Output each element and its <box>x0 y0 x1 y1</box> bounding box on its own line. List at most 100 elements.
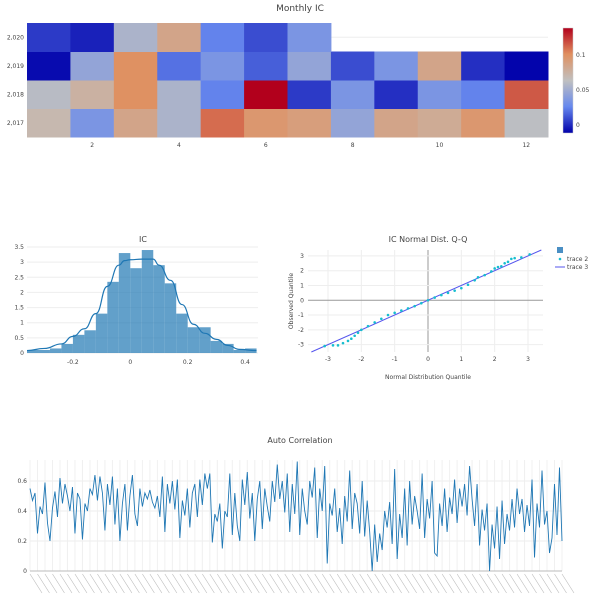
heatmap-cell <box>157 23 202 52</box>
histogram-title: IC <box>139 235 147 244</box>
ac-xtick-label <box>344 573 357 594</box>
heatmap-cell <box>157 108 202 138</box>
hist-ytick: 2 <box>20 289 24 296</box>
histogram-ic: 0 0.5 1 1.5 2 2.5 3 3.5 -0.2 0 0.2 0.4 <box>14 244 258 366</box>
ac-xtick-label <box>149 573 163 594</box>
heatmap-cell <box>200 108 245 138</box>
heatmap-cell <box>244 80 288 109</box>
heatmap-xtick: 2 <box>90 142 94 149</box>
ac-xtick-label <box>179 573 193 594</box>
qq-xtick: 0 <box>426 356 430 363</box>
legend-marker-trace-1[interactable] <box>557 247 563 253</box>
ac-xtick-label <box>112 573 125 594</box>
ac-ytick: 0.4 <box>17 508 27 515</box>
qq-point <box>446 291 450 295</box>
heatmap-cell <box>27 108 71 138</box>
hist-bar <box>199 327 211 353</box>
qq-point <box>341 341 345 345</box>
ac-xtick-label <box>97 573 110 594</box>
heatmap-cell <box>461 80 506 109</box>
legend-label-trace-3[interactable]: trace 3 <box>567 264 588 271</box>
qq-reference-line <box>311 249 542 353</box>
qq-ytick: -3 <box>298 342 304 349</box>
qq-point <box>406 307 410 310</box>
heatmap-cell <box>374 108 419 138</box>
ac-xtick-label <box>82 573 95 594</box>
qq-point <box>483 273 486 277</box>
ac-xtick-label <box>59 573 73 594</box>
qq-legend[interactable]: trace 2 trace 3 <box>555 247 588 271</box>
qq-ytick: 3 <box>300 253 304 260</box>
qq-point <box>360 328 363 332</box>
ac-xtick-label <box>441 573 455 594</box>
heatmap-cell <box>504 80 549 109</box>
qq-point <box>393 311 396 315</box>
heatmap-cell <box>70 108 115 138</box>
qq-xtick: 2 <box>493 356 497 363</box>
qq-ytick: 0 <box>300 297 304 304</box>
qq-point <box>506 260 510 264</box>
heatmap-cell <box>157 80 202 109</box>
ac-xtick-label <box>157 573 170 594</box>
hist-bar <box>130 268 142 353</box>
ac-xtick-label <box>449 573 462 594</box>
ac-xtick-label <box>291 573 305 594</box>
hist-bar <box>49 348 62 353</box>
ac-xtick-label <box>202 573 215 594</box>
ac-xtick-label <box>29 573 43 594</box>
hist-bar <box>27 349 39 353</box>
heatmap-cell <box>287 51 332 81</box>
ac-xtick-label <box>456 573 470 594</box>
ac-xtick-label <box>381 573 395 594</box>
ac-xtick-label <box>269 573 283 594</box>
heatmap-ytick: 2,020 <box>7 34 24 41</box>
heatmap-cell <box>200 80 245 109</box>
ac-xtick-label <box>119 573 133 594</box>
qq-point <box>433 296 436 299</box>
hist-xtick: 0.4 <box>240 359 250 366</box>
ac-xtick-label <box>134 573 148 594</box>
heatmap-xtick: 10 <box>436 142 444 149</box>
ac-xtick-label <box>67 573 80 594</box>
heatmap-cell <box>113 51 158 81</box>
ac-xtick-label <box>464 573 477 594</box>
ac-xtick-label <box>254 573 268 594</box>
heatmap-cell <box>330 80 375 109</box>
ac-xtick-label <box>516 573 530 594</box>
qq-point <box>476 276 480 279</box>
ac-xtick-label <box>554 573 567 594</box>
hist-bar <box>38 349 50 353</box>
ac-xtick-label <box>359 573 372 594</box>
heatmap-cell <box>417 51 462 81</box>
ac-xtick-label <box>336 573 350 594</box>
hist-bar <box>176 313 188 353</box>
ac-xtick-label <box>321 573 335 594</box>
qq-ytick: 2 <box>300 268 304 275</box>
hist-bar <box>222 343 234 353</box>
heatmap-title: Monthly IC <box>276 4 324 14</box>
qq-xtick: -2 <box>358 356 364 363</box>
ac-xtick-label <box>74 573 88 594</box>
hist-bar <box>187 327 200 353</box>
ac-xtick-label <box>306 573 320 594</box>
ac-xtick-label <box>486 573 500 594</box>
ac-xtick-label <box>232 573 245 594</box>
qq-ytick: 1 <box>300 282 304 289</box>
qq-point <box>473 279 476 282</box>
ac-xtick-label <box>366 573 380 594</box>
heatmap-cell <box>70 80 115 109</box>
qq-point <box>356 331 360 335</box>
ac-xtick-label <box>561 573 575 594</box>
ac-xtick-label <box>546 573 560 594</box>
heatmap-ytick: 2,017 <box>7 120 24 127</box>
heatmap-cell <box>374 51 419 81</box>
qq-point <box>500 264 503 268</box>
qq-xtick: 1 <box>459 356 463 363</box>
ac-xtick-label <box>471 573 485 594</box>
legend-marker-trace-2[interactable] <box>558 257 562 261</box>
qq-point <box>490 270 493 273</box>
heatmap-cell <box>330 51 375 81</box>
ac-xtick-label <box>374 573 387 594</box>
ac-xtick-label <box>314 573 327 594</box>
legend-label-trace-2[interactable]: trace 2 <box>567 256 588 263</box>
